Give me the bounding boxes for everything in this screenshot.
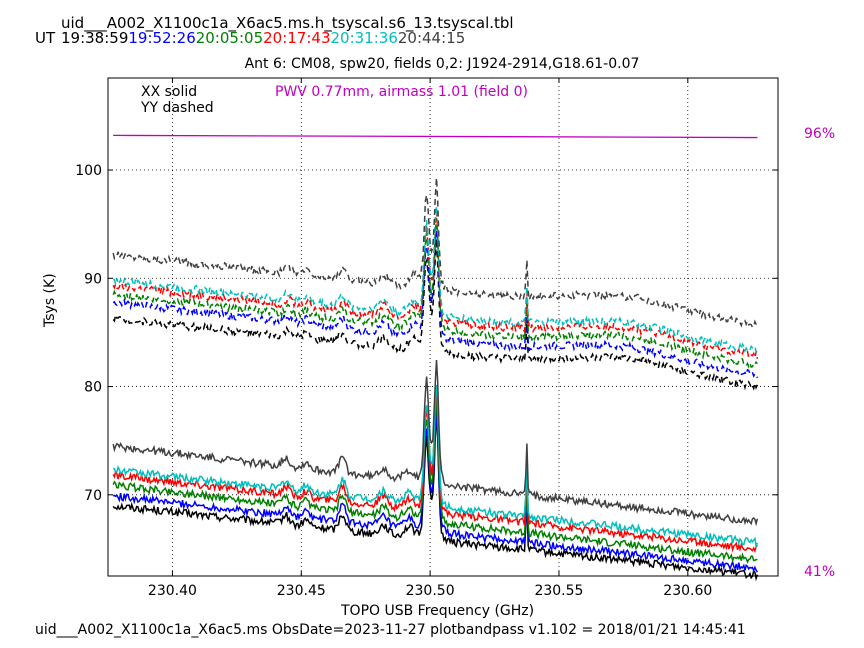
- x-axis-label: TOPO USB Frequency (GHz): [341, 603, 535, 619]
- axis-ticks: 230.40 230.45 230.50 230.55 230.60 70 80 90 100: [75, 78, 778, 599]
- x-tick-label: 230.60: [663, 583, 712, 599]
- y-tick-label: 90: [84, 271, 102, 287]
- y-axis-label-text: Tsys (K): [42, 273, 58, 327]
- x-tick-label: 230.50: [406, 583, 455, 599]
- transmission-line: [113, 134, 758, 139]
- timestamps-row: 19:38:5919:52:2620:05:0520:17:4320:31:36…: [61, 29, 465, 47]
- x-tick-label: 230.55: [534, 583, 583, 599]
- table-filename: uid___A002_X1100c1a_X6ac5.ms.h_tsyscal.s…: [61, 14, 514, 32]
- xx-curve-204415: [112, 359, 759, 527]
- plot-frame: [107, 77, 779, 577]
- y-tick-label: 70: [84, 488, 102, 504]
- legend-yy: YY dashed: [141, 100, 214, 116]
- y-tick-label: 100: [75, 163, 102, 179]
- yy-curve-204415: [112, 177, 759, 329]
- grid-lines: [108, 78, 778, 576]
- y-axis-label: Tsys (K): [42, 273, 58, 327]
- timestamp-3: 20:17:43: [263, 29, 331, 47]
- timestamp-1: 19:52:26: [128, 29, 196, 47]
- legend-xx: XX solid: [141, 84, 198, 100]
- ut-label: UT: [35, 29, 56, 47]
- timestamp-4: 20:31:36: [330, 29, 398, 47]
- timestamp-5: 20:44:15: [397, 29, 466, 47]
- y-tick-label: 80: [84, 380, 102, 396]
- chart-title: Ant 6: CM08, spw20, fields 0,2: J1924-29…: [244, 56, 640, 72]
- transmission-bottom-label: 41%: [804, 564, 836, 580]
- footer-info: uid___A002_X1100c1a_X6ac5.ms ObsDate=202…: [35, 622, 746, 638]
- xx-curve-203136: [113, 384, 759, 549]
- yy-curve-193859: [112, 238, 759, 391]
- timestamp-0: 19:38:59: [61, 29, 129, 47]
- x-tick-label: 230.45: [277, 583, 326, 599]
- pwv-annotation: PWV 0.77mm, airmass 1.01 (field 0): [275, 84, 529, 100]
- yy-curve-200505: [112, 218, 758, 369]
- timestamp-2: 20:05:05: [195, 29, 264, 47]
- yy-curve-195226: [112, 229, 759, 379]
- transmission-top-label: 96%: [804, 126, 836, 142]
- x-tick-label: 230.40: [148, 583, 197, 599]
- tsys-curves: [112, 134, 759, 582]
- yy-curve-203136: [113, 206, 759, 355]
